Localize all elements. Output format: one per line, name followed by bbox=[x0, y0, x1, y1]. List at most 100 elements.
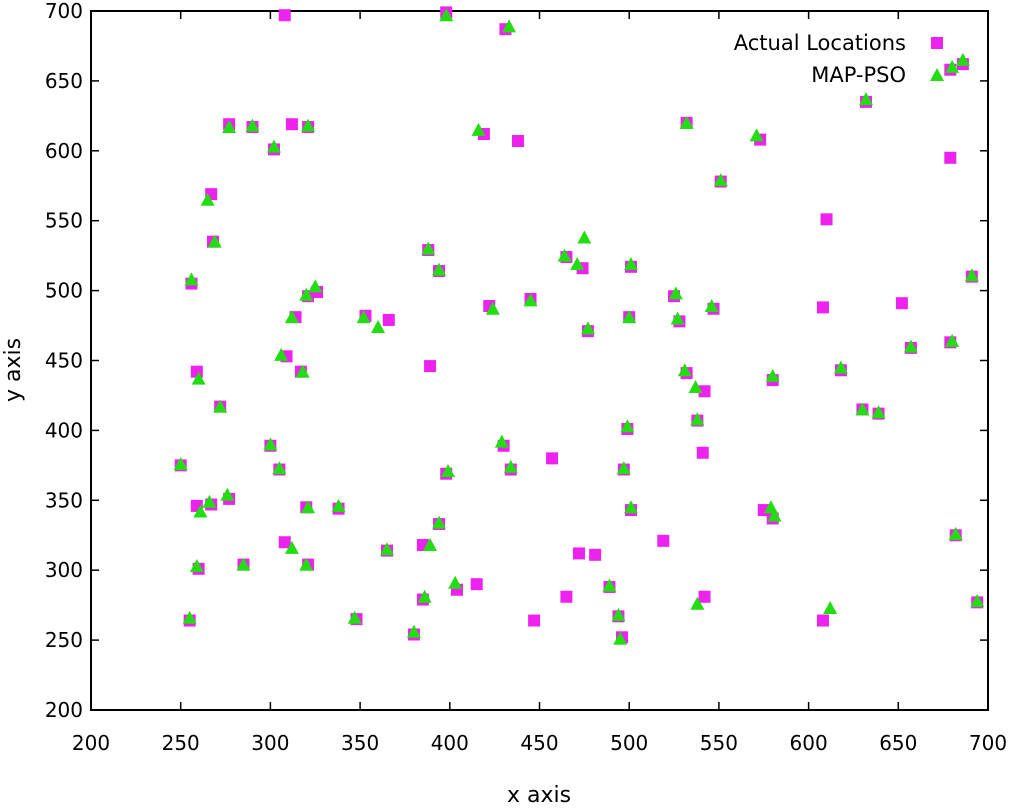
y-tick-label: 250 bbox=[45, 628, 83, 652]
map-pso-point bbox=[432, 262, 447, 276]
map-pso-point bbox=[494, 434, 509, 448]
map-pso-point bbox=[622, 310, 637, 324]
map-pso-point bbox=[948, 526, 963, 540]
x-tick-label: 650 bbox=[879, 731, 917, 755]
map-pso-point bbox=[704, 298, 719, 312]
map-pso-point bbox=[690, 596, 705, 610]
map-pso-point bbox=[955, 52, 970, 66]
legend-marker bbox=[931, 37, 943, 49]
x-tick-label: 200 bbox=[72, 731, 110, 755]
map-pso-point bbox=[833, 360, 848, 374]
map-pso-point bbox=[945, 59, 960, 73]
map-pso-point bbox=[620, 419, 635, 433]
map-pso-point bbox=[417, 589, 432, 603]
map-pso-point bbox=[189, 559, 204, 573]
map-pso-point bbox=[200, 192, 215, 206]
map-pso-point bbox=[903, 339, 918, 353]
map-pso-point bbox=[347, 610, 362, 624]
map-pso-point bbox=[611, 607, 626, 621]
actual-location-point bbox=[944, 151, 957, 164]
map-pso-point bbox=[308, 279, 323, 293]
map-pso-point bbox=[222, 120, 237, 134]
y-tick-label: 200 bbox=[45, 698, 83, 722]
map-pso-point bbox=[191, 371, 206, 385]
map-pso-point bbox=[182, 610, 197, 624]
x-tick-label: 600 bbox=[790, 731, 828, 755]
map-pso-point bbox=[970, 593, 985, 607]
x-axis-label: x axis bbox=[507, 783, 571, 808]
map-pso-point bbox=[272, 461, 287, 475]
legend: Actual Locations MAP-PSO bbox=[734, 31, 944, 87]
map-pso-point bbox=[823, 600, 838, 614]
map-pso-point bbox=[263, 437, 278, 451]
actual-location-point bbox=[589, 548, 602, 561]
map-pso-point bbox=[213, 399, 228, 413]
map-pso-point bbox=[503, 459, 518, 473]
map-pso-point bbox=[485, 301, 500, 315]
legend-label: Actual Locations bbox=[734, 31, 906, 55]
map-pso-point bbox=[299, 287, 314, 301]
map-pso-point bbox=[713, 173, 728, 187]
map-pso-point bbox=[688, 380, 703, 394]
map-pso-point bbox=[668, 286, 683, 300]
x-tick-label: 250 bbox=[162, 731, 200, 755]
map-pso-point bbox=[284, 310, 299, 324]
actual-location-point bbox=[382, 313, 395, 326]
actual-location-point bbox=[511, 135, 524, 148]
actual-location-point bbox=[285, 118, 298, 131]
map-pso-point bbox=[423, 538, 438, 552]
actual-location-point bbox=[470, 578, 483, 591]
y-tick-label: 500 bbox=[45, 279, 83, 303]
map-pso-point bbox=[356, 310, 371, 324]
y-tick-label: 300 bbox=[45, 558, 83, 582]
map-pso-point bbox=[570, 257, 585, 271]
actual-location-point bbox=[528, 614, 541, 627]
x-tick-label: 300 bbox=[251, 731, 289, 755]
map-pso-point bbox=[266, 139, 281, 153]
map-pso-point bbox=[577, 230, 592, 244]
legend-label: MAP-PSO bbox=[811, 63, 906, 87]
actual-location-point bbox=[424, 360, 437, 373]
map-pso-point bbox=[406, 624, 421, 638]
map-pso-point bbox=[613, 631, 628, 645]
x-tick-label: 550 bbox=[700, 731, 738, 755]
actual-location-point bbox=[816, 614, 829, 627]
map-pso-point bbox=[371, 319, 386, 333]
actual-location-point bbox=[895, 297, 908, 310]
map-pso-point bbox=[432, 515, 447, 529]
x-tick-label: 350 bbox=[341, 731, 379, 755]
x-tick-label: 400 bbox=[431, 731, 469, 755]
map-pso-point bbox=[184, 272, 199, 286]
map-pso-point bbox=[677, 363, 692, 377]
actual-location-point bbox=[696, 446, 709, 459]
map-pso-point bbox=[380, 542, 395, 556]
map-pso-point bbox=[441, 463, 456, 477]
map-pso-point bbox=[690, 412, 705, 426]
map-pso-point bbox=[173, 456, 188, 470]
map-pso-point bbox=[749, 128, 764, 142]
y-tick-label: 450 bbox=[45, 349, 83, 373]
map-pso-point bbox=[448, 575, 463, 589]
map-pso-point bbox=[557, 248, 572, 262]
x-tick-label: 700 bbox=[969, 731, 1007, 755]
map-pso-point bbox=[284, 540, 299, 554]
actual-location-point bbox=[698, 385, 711, 398]
map-pso-point bbox=[602, 578, 617, 592]
legend-marker bbox=[930, 68, 944, 81]
y-tick-label: 600 bbox=[45, 139, 83, 163]
map-pso-point bbox=[193, 504, 208, 518]
map-pso-point bbox=[236, 557, 251, 571]
y-tick-label: 350 bbox=[45, 488, 83, 512]
map-pso-point bbox=[523, 293, 538, 307]
y-axis-label: y axis bbox=[1, 338, 26, 402]
actual-location-point bbox=[560, 590, 573, 603]
map-pso-point bbox=[245, 118, 260, 132]
map-pso-point bbox=[207, 234, 222, 248]
data-points bbox=[173, 6, 985, 645]
map-pso-point bbox=[859, 92, 874, 106]
map-pso-point bbox=[471, 122, 486, 136]
map-pso-point bbox=[299, 557, 314, 571]
map-pso-point bbox=[274, 347, 289, 361]
map-pso-point bbox=[623, 257, 638, 271]
